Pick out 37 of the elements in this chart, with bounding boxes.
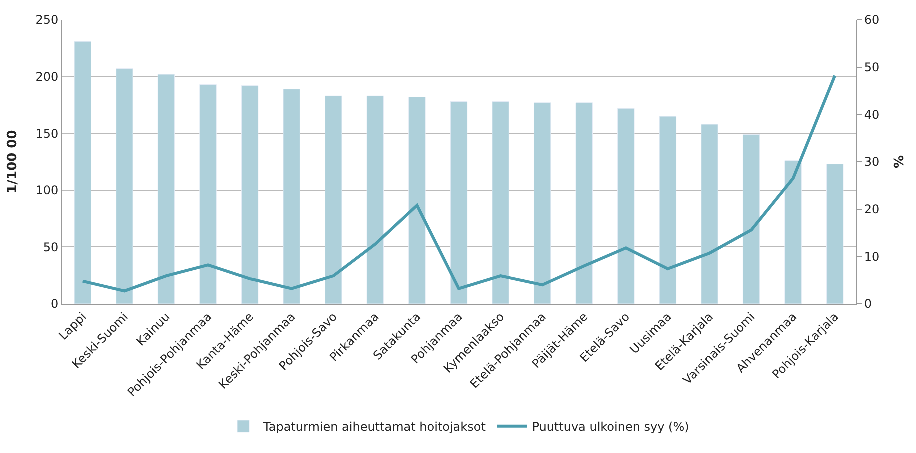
bar bbox=[74, 41, 92, 304]
y2-tick-label: 10 bbox=[864, 250, 880, 264]
y2-tick-label: 50 bbox=[864, 60, 880, 75]
y-tick-label: 0 bbox=[50, 297, 59, 312]
bar bbox=[200, 84, 217, 304]
y-tick-label: 50 bbox=[43, 240, 59, 254]
y2-tick-label: 20 bbox=[864, 202, 880, 217]
legend-label: Tapaturmien aiheuttamat hoitojaksot bbox=[262, 420, 486, 434]
bar bbox=[784, 160, 802, 304]
bar bbox=[534, 102, 552, 304]
y2-tick-label: 60 bbox=[864, 13, 880, 28]
y-axis-title: 1/100 00 bbox=[6, 130, 21, 194]
y-tick-label: 250 bbox=[36, 13, 59, 28]
bar bbox=[408, 97, 426, 304]
bar bbox=[826, 164, 844, 304]
legend-label: Puuttuva ulkoinen syy (%) bbox=[532, 420, 690, 434]
y-tick-label: 200 bbox=[36, 70, 59, 84]
bar bbox=[742, 134, 760, 304]
bar bbox=[492, 102, 510, 304]
bar bbox=[325, 96, 342, 304]
line-series bbox=[81, 74, 837, 293]
bar bbox=[158, 74, 176, 304]
y2-tick-label: 40 bbox=[864, 108, 880, 122]
bar bbox=[241, 86, 259, 304]
bar bbox=[659, 116, 677, 304]
y-tick-label: 100 bbox=[36, 184, 59, 198]
bar bbox=[701, 124, 718, 304]
y2-tick-label: 0 bbox=[864, 297, 872, 312]
y2-tick-label: 30 bbox=[864, 155, 880, 170]
bar bbox=[116, 68, 134, 304]
bar bbox=[450, 102, 468, 304]
bar bbox=[283, 89, 300, 304]
y-tick-label: 150 bbox=[36, 126, 59, 141]
bar bbox=[576, 102, 593, 304]
y2-axis-title: % bbox=[892, 155, 908, 169]
bar bbox=[618, 108, 635, 304]
bar bbox=[366, 96, 384, 304]
